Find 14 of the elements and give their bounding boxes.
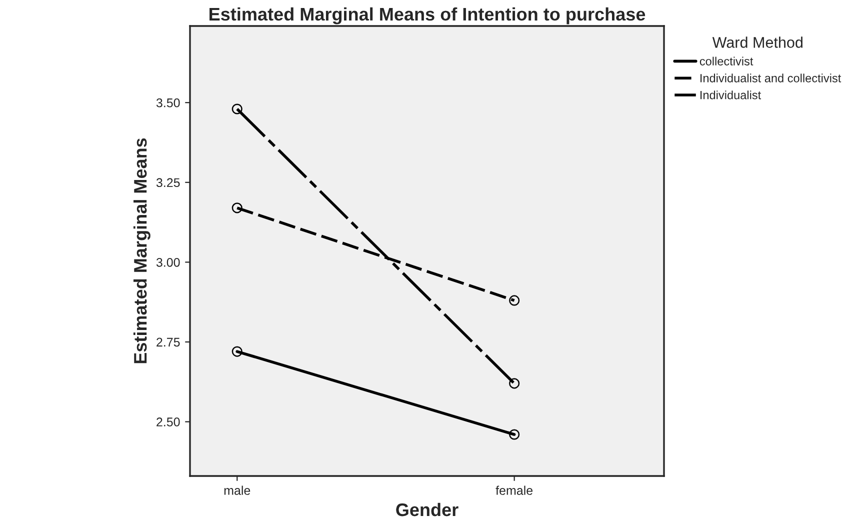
x-tick-label: male (224, 486, 250, 495)
legend-label: Individualist and collectivist (700, 74, 842, 82)
x-tick-label: female (496, 486, 533, 495)
y-tick-label: 2.75 (156, 338, 180, 347)
y-tick-label: 3.00 (156, 258, 180, 267)
y-tick-label: 2.50 (156, 418, 180, 426)
y-axis-title: Estimated Marginal Means (133, 138, 150, 364)
y-tick-label: 3.25 (156, 178, 180, 188)
chart-title: Estimated Marginal Means of Intention to purchase (210, 7, 646, 24)
x-axis-title: Gender (396, 502, 458, 516)
legend-label: collectivist (700, 56, 754, 66)
legend-label: Individualist (700, 90, 762, 100)
y-tick-label: 3.50 (156, 98, 180, 108)
legend-title: Ward Method (712, 36, 802, 48)
